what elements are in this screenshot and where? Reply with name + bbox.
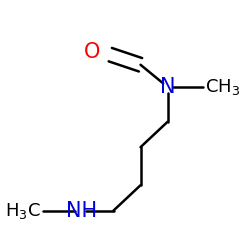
Text: N: N [160,77,175,97]
Text: H$_3$C: H$_3$C [5,200,41,220]
Text: NH: NH [66,200,97,220]
Text: CH$_3$: CH$_3$ [206,77,240,97]
Text: O: O [84,42,100,62]
